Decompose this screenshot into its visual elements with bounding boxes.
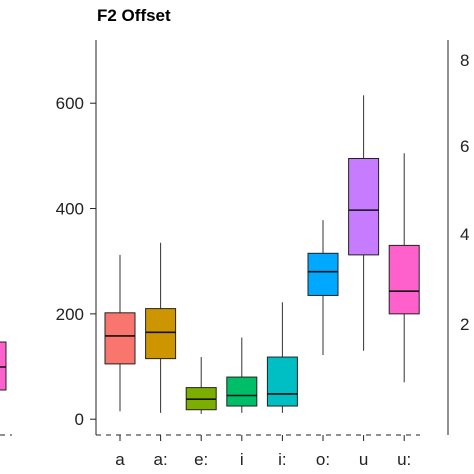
x-axis-ticks: a a: e: i i: o: u u: bbox=[115, 435, 411, 469]
x-tick-label: a bbox=[115, 450, 125, 469]
box-i bbox=[226, 376, 258, 407]
y-tick-label: 600 bbox=[56, 94, 84, 113]
y-tick-label: 400 bbox=[56, 200, 84, 219]
chart-title: F2 Offset bbox=[97, 6, 171, 25]
x-tick-label: u bbox=[359, 450, 368, 469]
y-tick-label: 0 bbox=[75, 410, 84, 429]
x-tick-label: u: bbox=[397, 450, 411, 469]
box-i-long bbox=[266, 356, 298, 407]
x-tick-label: i: bbox=[278, 450, 287, 469]
right-neighbor-panel: 8 6 4 2 bbox=[447, 40, 469, 435]
right-partial-tick-label: 6 bbox=[460, 137, 469, 156]
y-axis-ticks: 0 200 400 600 bbox=[56, 94, 96, 429]
left-partial-box bbox=[0, 341, 7, 391]
box-u-long bbox=[388, 244, 420, 315]
boxes-group bbox=[104, 95, 420, 414]
y-tick-label: 200 bbox=[56, 305, 84, 324]
box-a bbox=[104, 312, 136, 365]
box-o-long bbox=[307, 252, 339, 296]
right-partial-tick-label: 4 bbox=[460, 225, 469, 244]
x-tick-label: a: bbox=[154, 450, 168, 469]
right-partial-tick-label: 2 bbox=[460, 315, 469, 334]
x-tick-label: o: bbox=[316, 450, 330, 469]
right-partial-tick-label: 8 bbox=[460, 51, 469, 70]
left-neighbor-panel bbox=[0, 341, 12, 436]
box-u bbox=[348, 158, 380, 256]
x-tick-label: i bbox=[240, 450, 244, 469]
x-tick-label: e: bbox=[194, 450, 208, 469]
box-a-long bbox=[145, 308, 177, 360]
